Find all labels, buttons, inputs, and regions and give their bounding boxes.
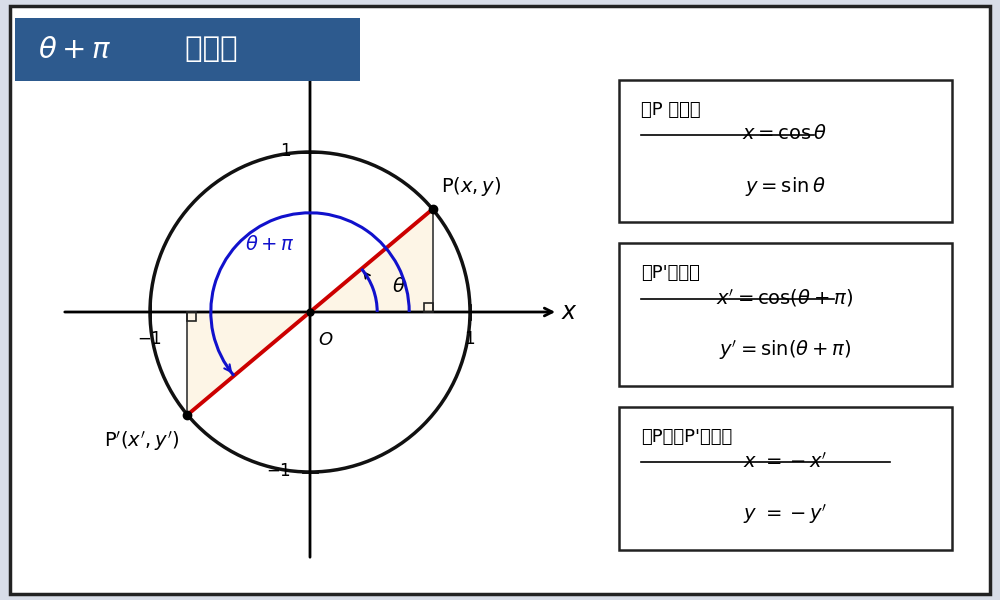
Text: $x \ = - x'$: $x \ = - x'$ — [743, 451, 827, 471]
Text: 点P の座標: 点P の座標 — [641, 101, 700, 119]
Text: 点Pと点P'の関係: 点Pと点P'の関係 — [641, 428, 732, 446]
Text: $y$: $y$ — [313, 44, 330, 68]
FancyBboxPatch shape — [618, 244, 952, 386]
Text: $-1$: $-1$ — [137, 331, 163, 348]
Text: $1$: $1$ — [280, 143, 291, 160]
Text: $y = \sin\theta$: $y = \sin\theta$ — [745, 175, 825, 198]
Text: $\theta$: $\theta$ — [392, 277, 405, 296]
Text: $-1$: $-1$ — [266, 463, 291, 481]
Text: $\mathrm{P}'(x', y')$: $\mathrm{P}'(x', y')$ — [104, 429, 179, 453]
Text: $O$: $O$ — [318, 331, 334, 349]
Text: $1$: $1$ — [464, 331, 476, 348]
FancyBboxPatch shape — [618, 407, 952, 550]
Text: $y' = \sin(\theta + \pi)$: $y' = \sin(\theta + \pi)$ — [719, 338, 851, 362]
Text: 点P'の座標: 点P'の座標 — [641, 265, 700, 283]
Polygon shape — [310, 209, 433, 312]
Text: $y \ = -y'$: $y \ = -y'$ — [743, 502, 827, 526]
Polygon shape — [187, 312, 310, 415]
Text: $\mathrm{P}(x, y)$: $\mathrm{P}(x, y)$ — [441, 175, 501, 198]
Text: $\theta + \pi$: $\theta + \pi$ — [38, 35, 111, 64]
Text: の公式: の公式 — [175, 35, 238, 63]
Text: $\theta+\pi$: $\theta+\pi$ — [245, 235, 295, 254]
FancyBboxPatch shape — [618, 80, 952, 222]
Text: $x' = \cos(\theta + \pi)$: $x' = \cos(\theta + \pi)$ — [716, 287, 854, 308]
Text: $x = \cos\theta$: $x = \cos\theta$ — [742, 124, 828, 143]
Text: $x$: $x$ — [561, 300, 578, 324]
